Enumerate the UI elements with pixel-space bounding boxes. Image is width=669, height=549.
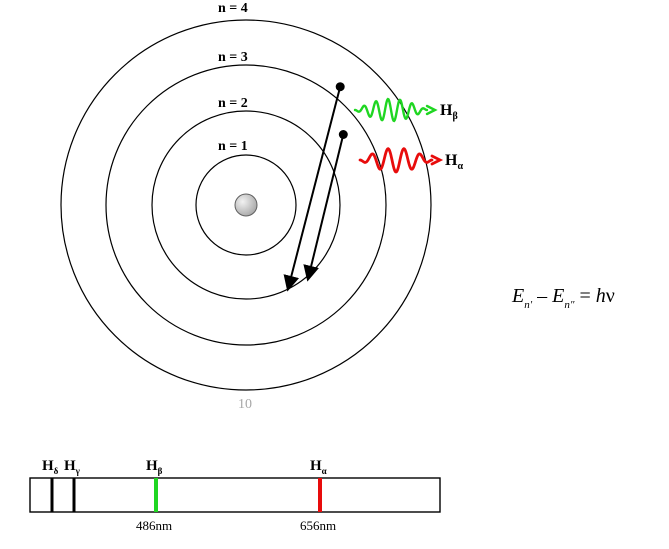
orbit-label-n3: n = 3 — [218, 50, 248, 65]
spectral-bottom-label-H_alpha: 656nm — [300, 518, 336, 533]
spectral-bottom-label-H_beta: 486nm — [136, 518, 172, 533]
transition-label-H_beta: Hβ — [440, 102, 458, 122]
spectral-top-label-H_beta: Hβ — [146, 458, 163, 476]
orbit-label-n1: n = 1 — [218, 139, 248, 154]
page-number: 10 — [238, 397, 252, 412]
transition-arrow-H_beta — [288, 87, 340, 289]
spectrum-box — [30, 478, 440, 512]
orbit-label-n2: n = 2 — [218, 96, 248, 111]
spectral-top-label-H_gamma: Hγ — [64, 458, 81, 476]
spectral-top-label-H_delta: Hδ — [42, 458, 59, 476]
transition-label-H_alpha: Hα — [445, 152, 463, 172]
photon-wave-H_alpha — [360, 149, 440, 172]
orbit-label-n4: n = 4 — [218, 1, 248, 16]
spectral-top-label-H_alpha: Hα — [310, 458, 327, 476]
nucleus — [235, 194, 257, 216]
energy-equation: En′ – En″ = hν — [511, 285, 615, 311]
photon-wave-H_beta — [355, 99, 435, 121]
